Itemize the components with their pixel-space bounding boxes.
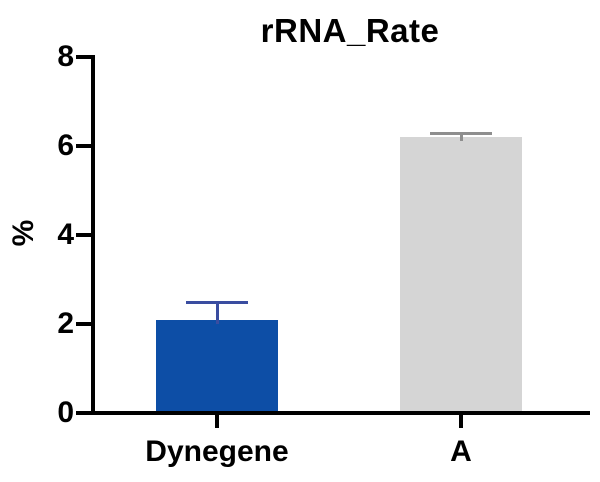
y-axis-tick <box>76 233 91 237</box>
x-axis-category-label: Dynegene <box>145 435 289 468</box>
x-axis-tick <box>215 415 219 428</box>
x-axis-line <box>91 411 590 415</box>
error-bar-cap <box>430 132 492 136</box>
y-axis-tick <box>76 411 91 415</box>
bar-dynegene <box>156 319 278 415</box>
y-axis-tick-label: 8 <box>57 40 74 73</box>
y-axis-tick <box>76 144 91 148</box>
bar-a <box>400 137 522 415</box>
error-bar-stem <box>459 133 463 142</box>
x-axis-category-label: A <box>450 435 472 468</box>
y-axis-tick-label: 6 <box>57 129 74 162</box>
y-axis-tick-label: 4 <box>57 218 74 251</box>
y-axis-tick <box>76 322 91 326</box>
error-bar-stem <box>215 302 219 324</box>
y-axis-line <box>91 55 95 415</box>
chart-title: rRNA_Rate <box>260 12 440 49</box>
y-axis-tick-label: 0 <box>57 396 74 429</box>
y-axis-tick-label: 2 <box>57 307 74 340</box>
error-bar-cap <box>186 301 248 305</box>
y-axis-tick <box>76 55 91 59</box>
x-axis-tick <box>459 415 463 428</box>
